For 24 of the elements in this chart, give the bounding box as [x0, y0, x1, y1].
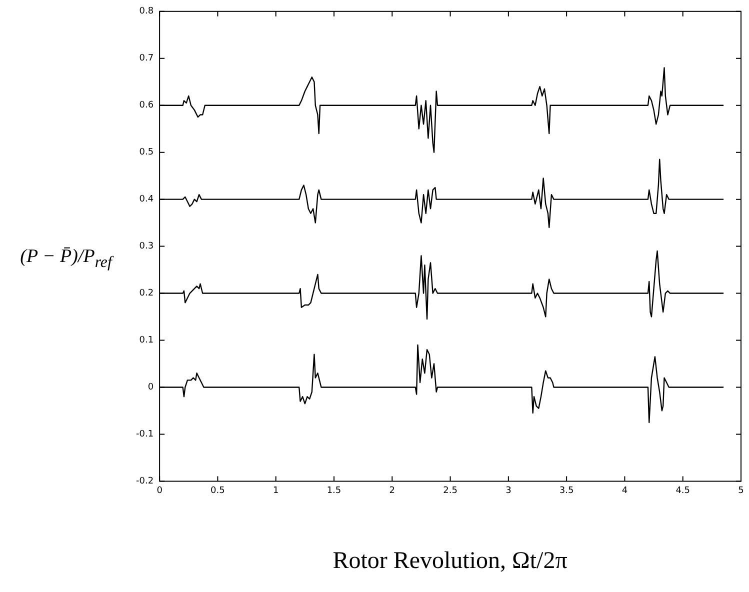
x-tick-label: 2: [389, 486, 396, 496]
y-tick-label: 0.2: [139, 288, 154, 299]
y-tick-label: -0.2: [136, 476, 154, 487]
x-tick-label: 3.5: [559, 486, 574, 496]
x-tick-label: 0.5: [210, 486, 225, 496]
x-tick-label: 3: [506, 486, 512, 496]
x-tick-label: 2.5: [443, 486, 458, 496]
y-tick-label: 0.3: [139, 242, 154, 252]
y-tick-label: 0: [148, 382, 154, 393]
y-tick-label: 0.4: [139, 194, 154, 205]
y-tick-label: 0.5: [139, 148, 154, 158]
x-tick-label: 1: [272, 486, 279, 496]
x-tick-label: 0: [156, 486, 163, 496]
y-tick-label: 0.1: [139, 336, 154, 346]
x-tick-label: 4.5: [676, 486, 690, 496]
y-tick-label: 0.8: [139, 6, 154, 17]
x-tick-label: 1.5: [326, 486, 342, 496]
x-tick-label: 4: [622, 486, 628, 496]
y-axis-title: (P − P̄)/P$_{ref}$: [19, 246, 115, 272]
y-tick-label: 0.7: [139, 54, 154, 64]
x-tick-label: 5: [738, 486, 744, 496]
y-tick-label: -0.1: [136, 430, 154, 440]
y-tick-label: 0.6: [139, 100, 154, 111]
x-axis-title: Rotor Revolution, Ωt/2π: [332, 548, 568, 575]
